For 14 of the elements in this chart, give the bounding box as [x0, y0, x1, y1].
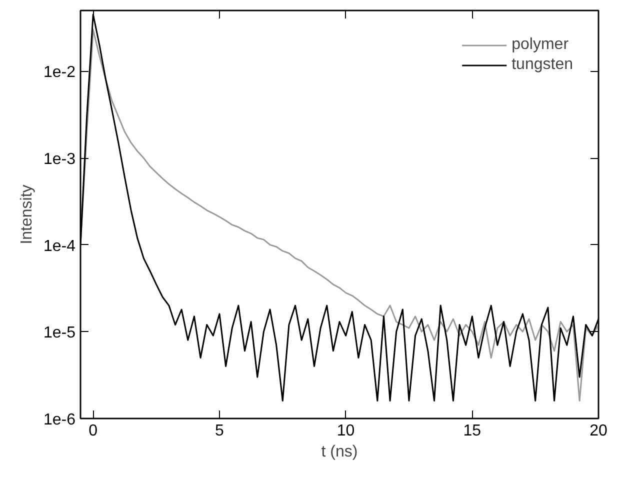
- x-tick-label: 0: [88, 422, 98, 440]
- x-axis-title: t (ns): [321, 444, 358, 460]
- x-tick-label: 10: [336, 422, 355, 440]
- y-tick-label: 1e-3: [43, 151, 76, 168]
- legend-label: tungsten: [512, 56, 573, 74]
- x-tick-label: 15: [463, 422, 482, 440]
- x-tick-label: 20: [590, 422, 608, 440]
- y-tick-label: 1e-2: [43, 64, 76, 82]
- y-tick-label: 1e-4: [43, 238, 76, 255]
- x-tick-label: 5: [215, 422, 224, 440]
- y-tick-label: 1e-5: [43, 324, 76, 342]
- legend-label: polymer: [512, 36, 569, 54]
- y-tick-label: 1e-6: [43, 412, 76, 428]
- y-axis-title: Intensity: [18, 184, 36, 244]
